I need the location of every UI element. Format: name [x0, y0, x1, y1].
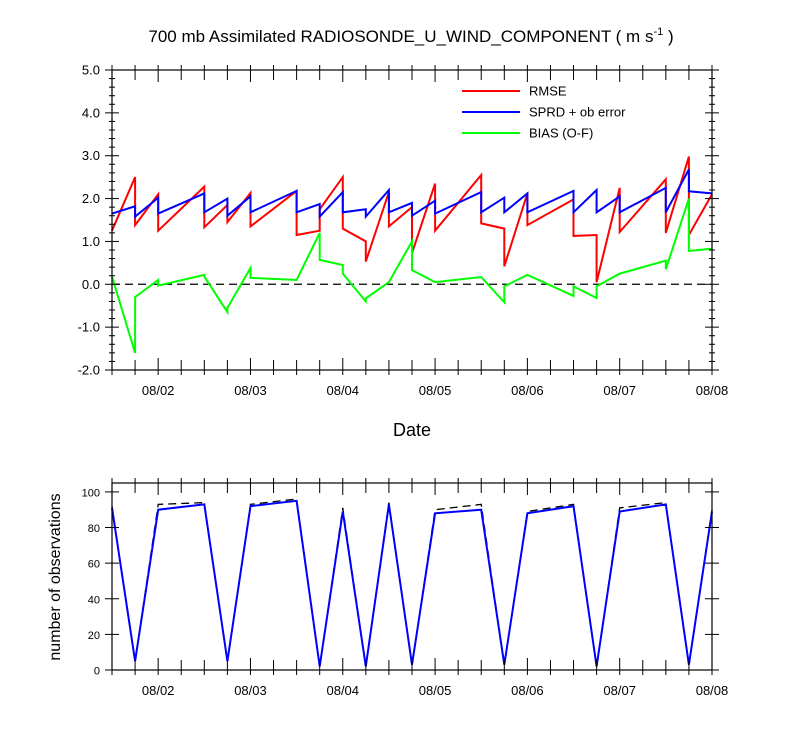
y-axis-title-bottom: number of observations [47, 493, 64, 660]
top-series-line-bias-o-f [111, 198, 713, 354]
top-y-tick-label: -1.0 [78, 320, 100, 335]
bottom-y-tick-label: 60 [88, 559, 100, 571]
title-superscript: -1 [653, 26, 663, 38]
x-axis-title: Date [393, 420, 431, 440]
top-y-tick-label: 2.0 [82, 191, 100, 206]
bottom-x-tick-label: 08/06 [511, 683, 544, 698]
title-end: ) [663, 27, 673, 46]
bottom-x-tick-label: 08/07 [603, 683, 636, 698]
top-y-tick-label: 5.0 [82, 63, 100, 78]
bottom-series-line-0 [111, 498, 713, 667]
title-main: 700 mb Assimilated RADIOSONDE_U_WIND_COM… [148, 27, 653, 46]
bottom-y-tick-label: 20 [88, 630, 100, 642]
top-y-tick-label: 3.0 [82, 148, 100, 163]
top-x-tick-label: 08/05 [419, 383, 452, 398]
top-y-tick-label: 0.0 [82, 277, 100, 292]
top-x-tick-label: 08/06 [511, 383, 544, 398]
top-series-line-sprd-ob-error [111, 168, 713, 220]
bottom-y-tick-label: 80 [88, 523, 100, 535]
top-panel: 700 mb Assimilated RADIOSONDE_U_WIND_COM… [78, 26, 729, 440]
legend: RMSE SPRD + ob error BIAS (O-F) [462, 84, 626, 141]
bottom-x-tick-label: 08/02 [142, 683, 175, 698]
chart-title: 700 mb Assimilated RADIOSONDE_U_WIND_COM… [148, 26, 673, 46]
top-series-line-rmse [111, 156, 713, 283]
bottom-x-tick-label: 08/05 [419, 683, 452, 698]
bottom-x-tick-label: 08/08 [696, 683, 729, 698]
bottom-x-tick-label: 08/03 [234, 683, 267, 698]
top-series-group [111, 156, 713, 354]
bottom-y-tick-label: 100 [82, 487, 100, 499]
bottom-series-line-1 [111, 499, 713, 667]
top-y-tick-label: 1.0 [82, 234, 100, 249]
bottom-series-group [111, 498, 713, 667]
top-x-tick-label: 08/08 [696, 383, 729, 398]
top-x-tick-label: 08/04 [326, 383, 359, 398]
bottom-ticks-group: 0 20 40 60 80 100 08/02 08/03 08/04 08/05 08/06 08/… [82, 478, 729, 698]
bottom-y-tick-label: 0 [94, 666, 100, 678]
bottom-y-tick-label: 40 [88, 594, 100, 606]
legend-label: BIAS (O-F) [529, 126, 593, 141]
top-ticks-group: -2.0 -1.0 0.0 1.0 2.0 3.0 4.0 5.0 08/02 08/03 08/0… [78, 63, 729, 399]
legend-label: SPRD + ob error [529, 105, 626, 120]
top-x-tick-label: 08/03 [234, 383, 267, 398]
bottom-panel: 0 20 40 60 80 100 08/02 08/03 08/04 08/05 08/06 08/… [47, 478, 728, 698]
legend-label: RMSE [529, 84, 567, 99]
top-y-tick-label: -2.0 [78, 363, 100, 378]
bottom-x-tick-label: 08/04 [326, 683, 359, 698]
top-x-tick-label: 08/07 [603, 383, 636, 398]
top-x-tick-label: 08/02 [142, 383, 175, 398]
top-y-tick-label: 4.0 [82, 105, 100, 120]
